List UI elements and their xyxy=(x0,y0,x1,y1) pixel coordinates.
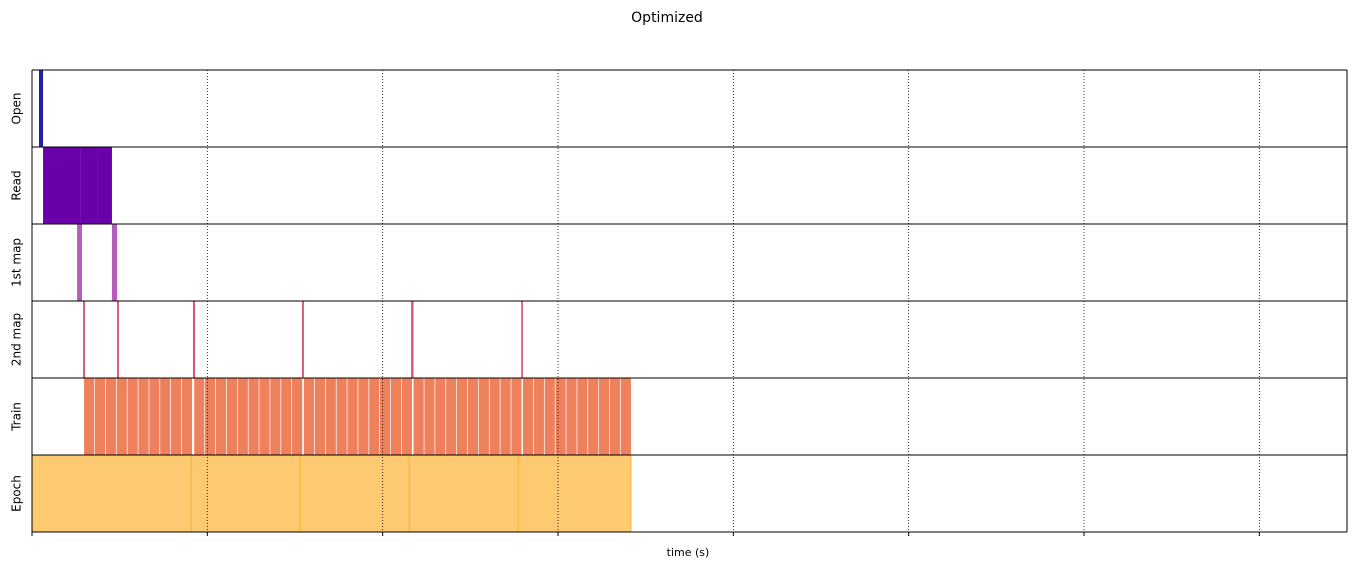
span-bar xyxy=(192,301,196,378)
span-bar xyxy=(190,454,301,533)
span-bar xyxy=(609,378,621,455)
span-bar xyxy=(171,378,182,455)
span-bar xyxy=(111,224,118,301)
span-bar xyxy=(599,378,610,455)
span-bar xyxy=(411,301,414,378)
span-bar xyxy=(401,378,412,455)
span-bar xyxy=(116,378,127,455)
span-bar xyxy=(181,378,193,455)
x-axis-label: time (s) xyxy=(667,546,710,559)
span-bar xyxy=(237,378,248,455)
span-bar xyxy=(555,378,566,455)
span-bar xyxy=(390,378,402,455)
span-bar xyxy=(467,378,479,455)
span-bar xyxy=(544,378,555,455)
span-bar xyxy=(325,378,336,455)
span-bar xyxy=(517,454,632,533)
span-bar xyxy=(500,378,511,455)
span-bar xyxy=(521,301,523,378)
span-bar xyxy=(347,378,358,455)
span-bar xyxy=(105,378,116,455)
chart-title: Optimized xyxy=(631,10,703,26)
span-bar xyxy=(43,147,62,224)
span-bar xyxy=(588,378,599,455)
row-label: Read xyxy=(10,170,24,200)
row-label: 1st map xyxy=(10,238,24,287)
span-bar xyxy=(302,301,304,378)
span-bar xyxy=(292,378,303,455)
span-bar xyxy=(380,378,391,455)
span-bar xyxy=(31,454,192,533)
span-bar xyxy=(446,378,457,455)
span-bar xyxy=(511,378,522,455)
span-bar xyxy=(94,378,106,455)
span-bar xyxy=(281,378,292,455)
span-bar xyxy=(80,147,98,224)
span-bar xyxy=(358,378,369,455)
span-bar xyxy=(270,378,281,455)
span-bar xyxy=(215,378,227,455)
span-bar xyxy=(97,147,112,224)
row-label: Train xyxy=(10,402,24,432)
span-bar xyxy=(522,378,534,455)
span-bar xyxy=(248,378,259,455)
span-bar xyxy=(424,378,435,455)
span-bar xyxy=(84,378,95,455)
span-bar xyxy=(336,378,347,455)
span-bar xyxy=(314,378,325,455)
span-bar xyxy=(259,378,270,455)
span-bar xyxy=(413,378,424,455)
span-bar xyxy=(39,70,44,147)
span-bar xyxy=(83,301,85,378)
span-bar xyxy=(149,378,160,455)
span-bar xyxy=(77,224,82,301)
span-bar xyxy=(620,378,631,455)
span-bar xyxy=(577,378,588,455)
span-bar xyxy=(566,378,577,455)
span-bar xyxy=(117,301,119,378)
span-bar xyxy=(489,378,500,455)
row-label: Open xyxy=(10,92,24,124)
span-bar xyxy=(478,378,489,455)
span-bar xyxy=(369,378,380,455)
row-label: 2nd map xyxy=(10,313,24,366)
span-bar xyxy=(299,454,410,533)
span-bar xyxy=(408,454,519,533)
span-bar xyxy=(533,378,544,455)
span-bar xyxy=(160,378,171,455)
span-bar xyxy=(226,378,237,455)
span-bar xyxy=(61,147,81,224)
span-bar xyxy=(435,378,446,455)
span-bar xyxy=(194,378,205,455)
row-label: Epoch xyxy=(10,475,24,512)
span-bar xyxy=(457,378,468,455)
span-bar xyxy=(138,378,149,455)
span-bar xyxy=(303,378,315,455)
span-bar xyxy=(127,378,138,455)
span-bar xyxy=(205,378,216,455)
